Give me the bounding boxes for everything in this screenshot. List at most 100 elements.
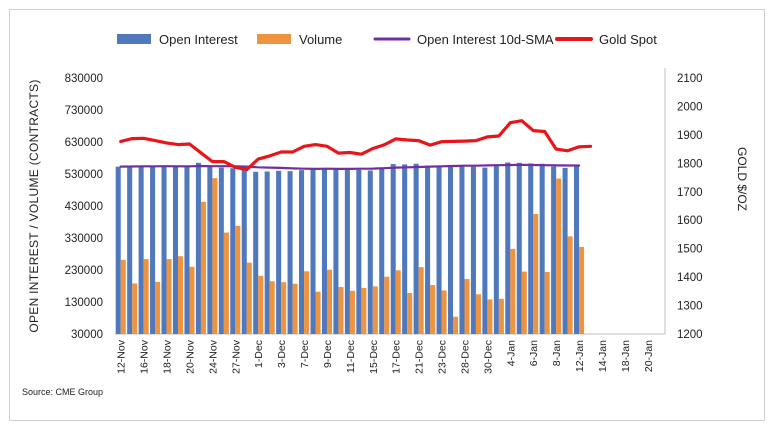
open-interest-bar	[230, 168, 236, 334]
volume-bar	[407, 293, 413, 334]
x-tick-label: 12-Jan	[574, 340, 586, 372]
open-interest-bar	[344, 169, 350, 334]
volume-bar	[235, 225, 241, 334]
volume-bar	[556, 178, 562, 334]
x-tick-label: 1-Dec	[253, 340, 265, 368]
volume-bar	[475, 294, 481, 334]
open-interest-bar	[528, 163, 534, 334]
volume-bar	[453, 316, 459, 334]
x-tick-label: 30-Dec	[482, 340, 494, 374]
gold-spot-line	[119, 119, 593, 172]
x-tick-label: 3-Dec	[276, 340, 288, 368]
source-note: Source: CME Group	[22, 387, 104, 397]
oi-sma-line	[119, 163, 581, 170]
right-tick-label: 1300	[677, 301, 703, 313]
volume-bar	[189, 266, 195, 334]
volume-bar	[498, 298, 504, 334]
right-tick-label: 1400	[677, 272, 703, 284]
right-tick-label: 1500	[677, 244, 703, 256]
volume-bar	[418, 267, 424, 334]
volume-bar	[395, 270, 401, 334]
volume-bar	[372, 286, 378, 334]
open-interest-bar	[539, 163, 545, 334]
x-tick-label: 8-Jan	[551, 340, 563, 366]
x-tick-label: 4-Jan	[505, 340, 517, 366]
x-tick-label: 20-Jan	[643, 340, 655, 372]
right-tick-label: 2100	[677, 73, 703, 85]
right-tick-label: 1600	[677, 215, 703, 227]
left-tick-label: 430000	[65, 201, 103, 213]
volume-bar	[223, 232, 229, 334]
legend-label: Volume	[299, 32, 342, 47]
open-interest-bar	[150, 166, 156, 334]
x-tick-label: 9-Dec	[322, 340, 334, 368]
open-interest-bar	[161, 165, 167, 334]
left-tick-label: 30000	[71, 329, 103, 341]
volume-bar	[315, 291, 321, 334]
volume-bar	[132, 283, 138, 334]
volume-bar	[464, 278, 470, 334]
open-interest-bar	[505, 162, 511, 334]
right-tick-label: 1700	[677, 187, 703, 199]
x-tick-label: 24-Nov	[207, 339, 219, 374]
x-tick-label: 16-Nov	[139, 339, 151, 374]
open-interest-bar	[195, 162, 201, 334]
volume-bar	[361, 287, 367, 334]
open-interest-bar	[184, 166, 190, 334]
open-interest-bar	[367, 170, 373, 334]
open-interest-bar	[241, 169, 247, 334]
open-interest-bar	[470, 166, 476, 334]
open-interest-bar	[390, 164, 396, 334]
y-right-axis-title: GOLD $/OZ	[735, 147, 749, 211]
left-tick-label: 130000	[65, 297, 103, 309]
left-tick-label: 730000	[65, 105, 103, 117]
volume-bar	[441, 290, 447, 334]
volume-bar	[567, 236, 573, 334]
open-interest-bar	[574, 165, 580, 334]
volume-bar	[430, 285, 436, 334]
volume-bar	[281, 282, 287, 334]
left-tick-label: 630000	[65, 137, 103, 149]
open-interest-bar	[356, 169, 362, 334]
x-tick-label: 20-Nov	[184, 339, 196, 374]
x-tick-label: 21-Dec	[414, 340, 426, 374]
open-interest-bar	[516, 162, 522, 334]
open-interest-bar	[287, 171, 293, 334]
volume-bar	[200, 201, 206, 334]
volume-bar	[246, 262, 252, 334]
legend-label: Gold Spot	[599, 32, 657, 47]
volume-bar	[166, 259, 172, 334]
open-interest-bar	[310, 169, 316, 334]
open-interest-bar	[413, 163, 419, 334]
volume-bar	[384, 276, 390, 334]
open-interest-bar	[299, 170, 305, 334]
volume-bar	[143, 259, 149, 334]
volume-bar	[269, 281, 275, 334]
left-tick-label: 530000	[65, 169, 103, 181]
open-interest-bar	[276, 170, 282, 334]
open-interest-bar	[264, 171, 270, 334]
x-tick-label: 11-Dec	[345, 340, 357, 373]
x-tick-label: 7-Dec	[299, 340, 311, 368]
x-tick-label: 28-Dec	[459, 340, 471, 374]
x-tick-label: 27-Nov	[230, 339, 242, 374]
chart-svg: 30000 130000 230000 330000 430000 530000 63000…	[27, 32, 749, 374]
left-tick-label: 230000	[65, 265, 103, 277]
open-interest-bar	[493, 164, 499, 334]
open-interest-bar	[218, 167, 224, 334]
open-interest-bar	[402, 164, 408, 334]
volume-bar	[304, 271, 310, 334]
open-interest-bar	[379, 167, 385, 334]
x-tick-label: 18-Jan	[620, 340, 632, 372]
volume-bar	[292, 283, 298, 334]
open-interest-bar	[172, 166, 179, 334]
volume-bar	[579, 246, 585, 334]
open-interest-bar	[321, 168, 327, 334]
x-tick-label: 14-Jan	[597, 340, 609, 372]
volume-bar	[155, 281, 161, 334]
volume-bar	[510, 248, 516, 334]
open-interest-bar	[127, 167, 133, 334]
volume-bar	[338, 286, 344, 334]
volume-bar	[212, 178, 218, 334]
chart-frame: 30000 130000 230000 330000 430000 530000 63000…	[9, 9, 765, 421]
